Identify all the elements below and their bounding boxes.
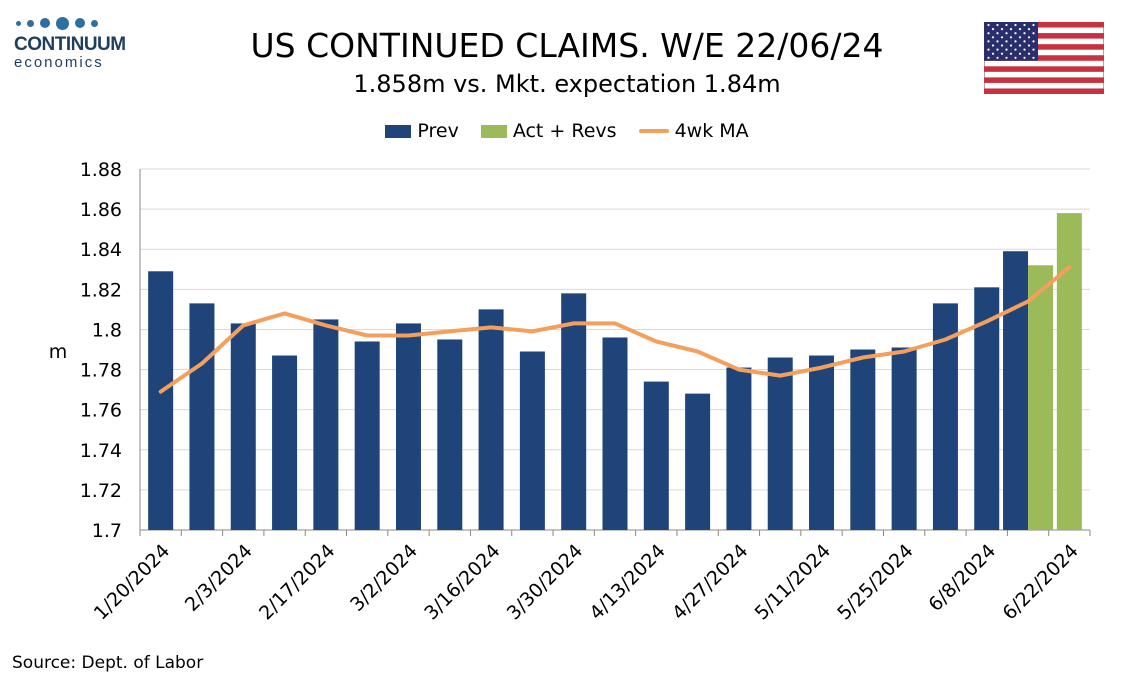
bar-prev bbox=[313, 319, 339, 530]
us-flag-icon bbox=[984, 22, 1104, 94]
legend-label-ma: 4wk MA bbox=[674, 120, 749, 142]
legend-label-prev: Prev bbox=[417, 120, 459, 142]
legend-swatch-prev bbox=[385, 124, 412, 138]
bar-prev bbox=[561, 293, 587, 530]
y-tick-label: 1.74 bbox=[80, 440, 122, 462]
legend-label-act: Act + Revs bbox=[512, 120, 617, 142]
x-tick-label: 6/8/2024 bbox=[924, 540, 1000, 616]
chart-subtitle: 1.858m vs. Mkt. expectation 1.84m bbox=[353, 70, 781, 98]
series-line-4wk-ma bbox=[158, 265, 1072, 394]
legend-item-act: Act + Revs bbox=[480, 120, 617, 142]
bar-prev bbox=[519, 351, 545, 530]
bar-prev bbox=[602, 337, 628, 530]
y-tick-label: 1.8 bbox=[92, 319, 122, 341]
x-tick-label: 5/25/2024 bbox=[833, 540, 917, 624]
bar-prev bbox=[189, 303, 215, 530]
y-tick-label: 1.82 bbox=[80, 279, 122, 301]
legend-swatch-ma bbox=[638, 129, 669, 133]
x-tick-label: 4/13/2024 bbox=[585, 540, 669, 624]
logo-dots-icon bbox=[14, 14, 134, 32]
bar-act bbox=[1028, 265, 1054, 530]
y-tick-label: 1.84 bbox=[80, 239, 122, 261]
x-tick-label: 4/27/2024 bbox=[668, 540, 752, 624]
x-tick-label: 1/20/2024 bbox=[90, 540, 174, 624]
y-tick-label: 1.72 bbox=[80, 480, 122, 502]
bar-prev bbox=[850, 349, 876, 530]
source-note: Source: Dept. of Labor bbox=[12, 653, 204, 673]
x-tick-label: 5/11/2024 bbox=[751, 540, 835, 624]
bar-act bbox=[1056, 213, 1082, 530]
bar-prev bbox=[932, 303, 958, 530]
x-tick-label: 2/3/2024 bbox=[181, 540, 257, 616]
bar-prev bbox=[809, 355, 835, 530]
bar-prev bbox=[891, 347, 917, 530]
bar-prev bbox=[1003, 251, 1029, 530]
bar-prev bbox=[726, 367, 752, 530]
chart-title: US CONTINUED CLAIMS. W/E 22/06/24 bbox=[250, 26, 884, 65]
bar-prev bbox=[230, 323, 256, 530]
bar-prev bbox=[437, 339, 463, 530]
bar-prev bbox=[643, 381, 669, 530]
logo-sub: economics bbox=[14, 54, 104, 71]
legend-item-prev: Prev bbox=[385, 120, 459, 142]
legend: Prev Act + Revs 4wk MA bbox=[0, 120, 1134, 142]
bar-prev bbox=[272, 355, 298, 530]
y-tick-label: 1.78 bbox=[80, 360, 122, 382]
bar-prev bbox=[478, 309, 504, 530]
x-tick-label: 6/22/2024 bbox=[998, 540, 1082, 624]
bar-prev bbox=[354, 341, 380, 530]
logo-name: CONTINUUM bbox=[14, 34, 126, 55]
x-tick-label: 3/16/2024 bbox=[420, 540, 504, 624]
y-tick-label: 1.7 bbox=[92, 520, 122, 542]
y-tick-label: 1.86 bbox=[80, 199, 122, 221]
bar-prev bbox=[148, 271, 174, 530]
bar-prev bbox=[767, 357, 793, 530]
x-tick-label: 3/2/2024 bbox=[346, 540, 422, 616]
x-tick-label: 3/30/2024 bbox=[503, 540, 587, 624]
y-axis-label: m bbox=[49, 341, 68, 363]
bar-prev bbox=[395, 323, 421, 530]
x-tick-label: 2/17/2024 bbox=[255, 540, 339, 624]
legend-item-ma: 4wk MA bbox=[638, 120, 749, 142]
logo: CONTINUUM economics bbox=[14, 14, 134, 71]
bar-prev bbox=[685, 393, 711, 530]
bar-prev bbox=[974, 287, 1000, 530]
legend-swatch-act bbox=[480, 124, 507, 138]
y-tick-label: 1.76 bbox=[80, 400, 122, 422]
y-tick-label: 1.88 bbox=[80, 159, 122, 181]
